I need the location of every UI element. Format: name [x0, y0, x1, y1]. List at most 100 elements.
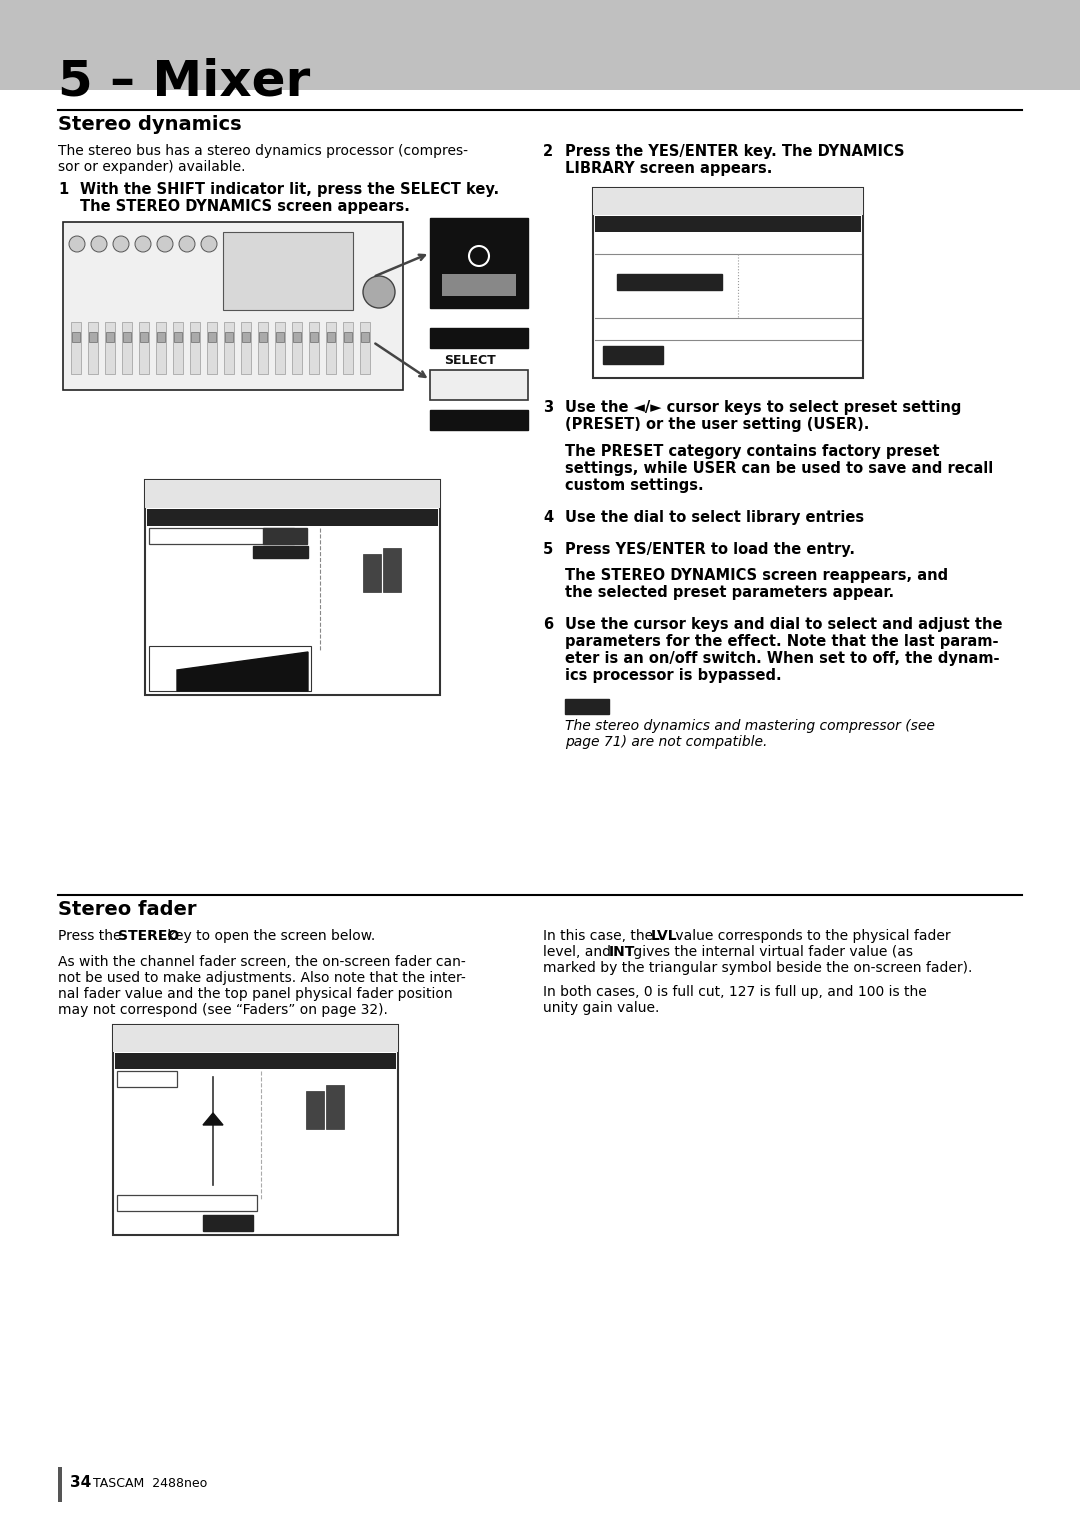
Text: ABS: ABS: [149, 483, 165, 492]
Text: Stereo fader: Stereo fader: [58, 900, 197, 920]
Bar: [360, 323, 370, 374]
Bar: [361, 332, 369, 342]
Bar: [565, 698, 609, 714]
Text: 0: 0: [735, 189, 750, 211]
Text: 01: 01: [197, 482, 224, 501]
Text: ············: ············: [233, 595, 269, 604]
Text: EXPANDER: EXPANDER: [619, 292, 673, 301]
Text: Use the dial to select library entries: Use the dial to select library entries: [565, 511, 864, 526]
Circle shape: [201, 236, 217, 251]
Bar: [593, 188, 863, 379]
Text: 00: 00: [613, 189, 639, 211]
Bar: [156, 323, 166, 374]
Circle shape: [135, 236, 151, 251]
Text: OFF: OFF: [210, 1217, 230, 1226]
Text: not be used to make adjustments. Also note that the inter-: not be used to make adjustments. Also no…: [58, 971, 465, 985]
Bar: [157, 332, 165, 342]
Bar: [275, 323, 285, 374]
Bar: [63, 223, 403, 389]
Text: DYNAMICS: DYNAMICS: [435, 411, 509, 424]
Text: -32: -32: [151, 668, 165, 677]
Bar: [139, 323, 149, 374]
Text: L  R: L R: [361, 594, 378, 603]
Bar: [430, 329, 528, 348]
Text: 11 ms: 11 ms: [280, 579, 311, 589]
Text: RATIO: RATIO: [151, 564, 183, 573]
Bar: [191, 332, 199, 342]
Text: 16·: 16·: [270, 1098, 287, 1109]
Bar: [173, 323, 183, 374]
Text: 00: 00: [133, 1027, 160, 1047]
Bar: [276, 332, 284, 342]
Text: 46: 46: [676, 189, 703, 211]
Text: 16·: 16·: [327, 562, 345, 573]
Text: PATCH: PATCH: [621, 236, 657, 248]
Bar: [71, 323, 81, 374]
Text: marked by the triangular symbol beside the on-screen fader).: marked by the triangular symbol beside t…: [543, 961, 972, 976]
Bar: [258, 323, 268, 374]
Text: m: m: [669, 198, 678, 208]
Text: DIRECT OUTPUT: DIRECT OUTPUT: [121, 1195, 208, 1206]
Text: eter is an on/off switch. When set to off, the dynam-: eter is an on/off switch. When set to of…: [565, 651, 999, 667]
Text: h: h: [191, 489, 198, 500]
Bar: [117, 1195, 257, 1210]
Bar: [242, 332, 249, 342]
Bar: [442, 274, 516, 295]
Text: m: m: [221, 489, 230, 500]
Text: CMP: CMP: [748, 276, 768, 285]
Text: Press the: Press the: [58, 929, 126, 942]
Text: m: m: [189, 1035, 199, 1045]
Bar: [72, 332, 80, 342]
Text: ············: ············: [233, 627, 269, 636]
Text: Press YES/ENTER to load the entry.: Press YES/ENTER to load the entry.: [565, 542, 855, 558]
Bar: [105, 323, 114, 374]
Bar: [430, 218, 528, 308]
Bar: [113, 1026, 399, 1235]
Text: SHIFT: SHIFT: [448, 224, 489, 236]
Text: 46: 46: [195, 1027, 222, 1047]
Text: 1: 1: [58, 182, 68, 197]
Bar: [190, 323, 200, 374]
Text: may not correspond (see “Faders” on page 32).: may not correspond (see “Faders” on page…: [58, 1003, 388, 1017]
Text: 01: 01: [165, 1027, 192, 1047]
Text: As with the channel fader screen, the on-screen fader can-: As with the channel fader screen, the on…: [58, 954, 465, 970]
Text: COMPRESSOR: COMPRESSOR: [619, 276, 687, 285]
Text: The PRESET category contains factory preset: The PRESET category contains factory pre…: [565, 444, 940, 459]
Text: Use the ◄/► cursor keys to select preset setting: Use the ◄/► cursor keys to select preset…: [565, 400, 961, 415]
Bar: [122, 323, 132, 374]
Text: 46: 46: [228, 482, 255, 501]
Text: The STEREO DYNAMICS screen appears.: The STEREO DYNAMICS screen appears.: [80, 198, 410, 214]
Text: POST GAIN: POST GAIN: [151, 611, 207, 621]
Text: LVL  90: LVL 90: [141, 1160, 188, 1170]
Text: SELECT: SELECT: [444, 355, 496, 367]
Bar: [0, 0, 1080, 89]
Text: 0: 0: [288, 482, 301, 501]
Bar: [147, 509, 438, 526]
Text: the selected preset parameters appear.: the selected preset parameters appear.: [565, 585, 894, 600]
Text: 34: 34: [70, 1476, 91, 1489]
Text: TASCAM  2488neo: TASCAM 2488neo: [93, 1477, 207, 1489]
Text: L  R: L R: [303, 1132, 321, 1139]
Bar: [327, 332, 335, 342]
Bar: [430, 411, 528, 430]
Text: 0: 0: [256, 1027, 269, 1047]
Text: ATTACK: ATTACK: [151, 579, 189, 589]
Text: value corresponds to the physical fader: value corresponds to the physical fader: [671, 929, 950, 942]
Bar: [430, 370, 528, 400]
Text: In both cases, 0 is full cut, 127 is full up, and 100 is the: In both cases, 0 is full cut, 127 is ful…: [543, 985, 927, 998]
Bar: [292, 323, 302, 374]
Bar: [222, 232, 353, 311]
Text: EXP: EXP: [748, 292, 768, 301]
Text: ABS: ABS: [117, 1029, 134, 1038]
Text: SAVE: SAVE: [783, 347, 810, 358]
Text: f: f: [249, 1035, 254, 1045]
Text: FADER: FADER: [120, 1073, 153, 1082]
Bar: [149, 645, 311, 691]
Text: 200ms: 200ms: [280, 595, 311, 604]
Text: s: s: [252, 489, 257, 500]
Bar: [58, 1467, 62, 1501]
Text: h: h: [639, 198, 645, 208]
Text: 23: 23: [226, 1027, 253, 1047]
Bar: [383, 548, 401, 592]
Bar: [123, 332, 131, 342]
